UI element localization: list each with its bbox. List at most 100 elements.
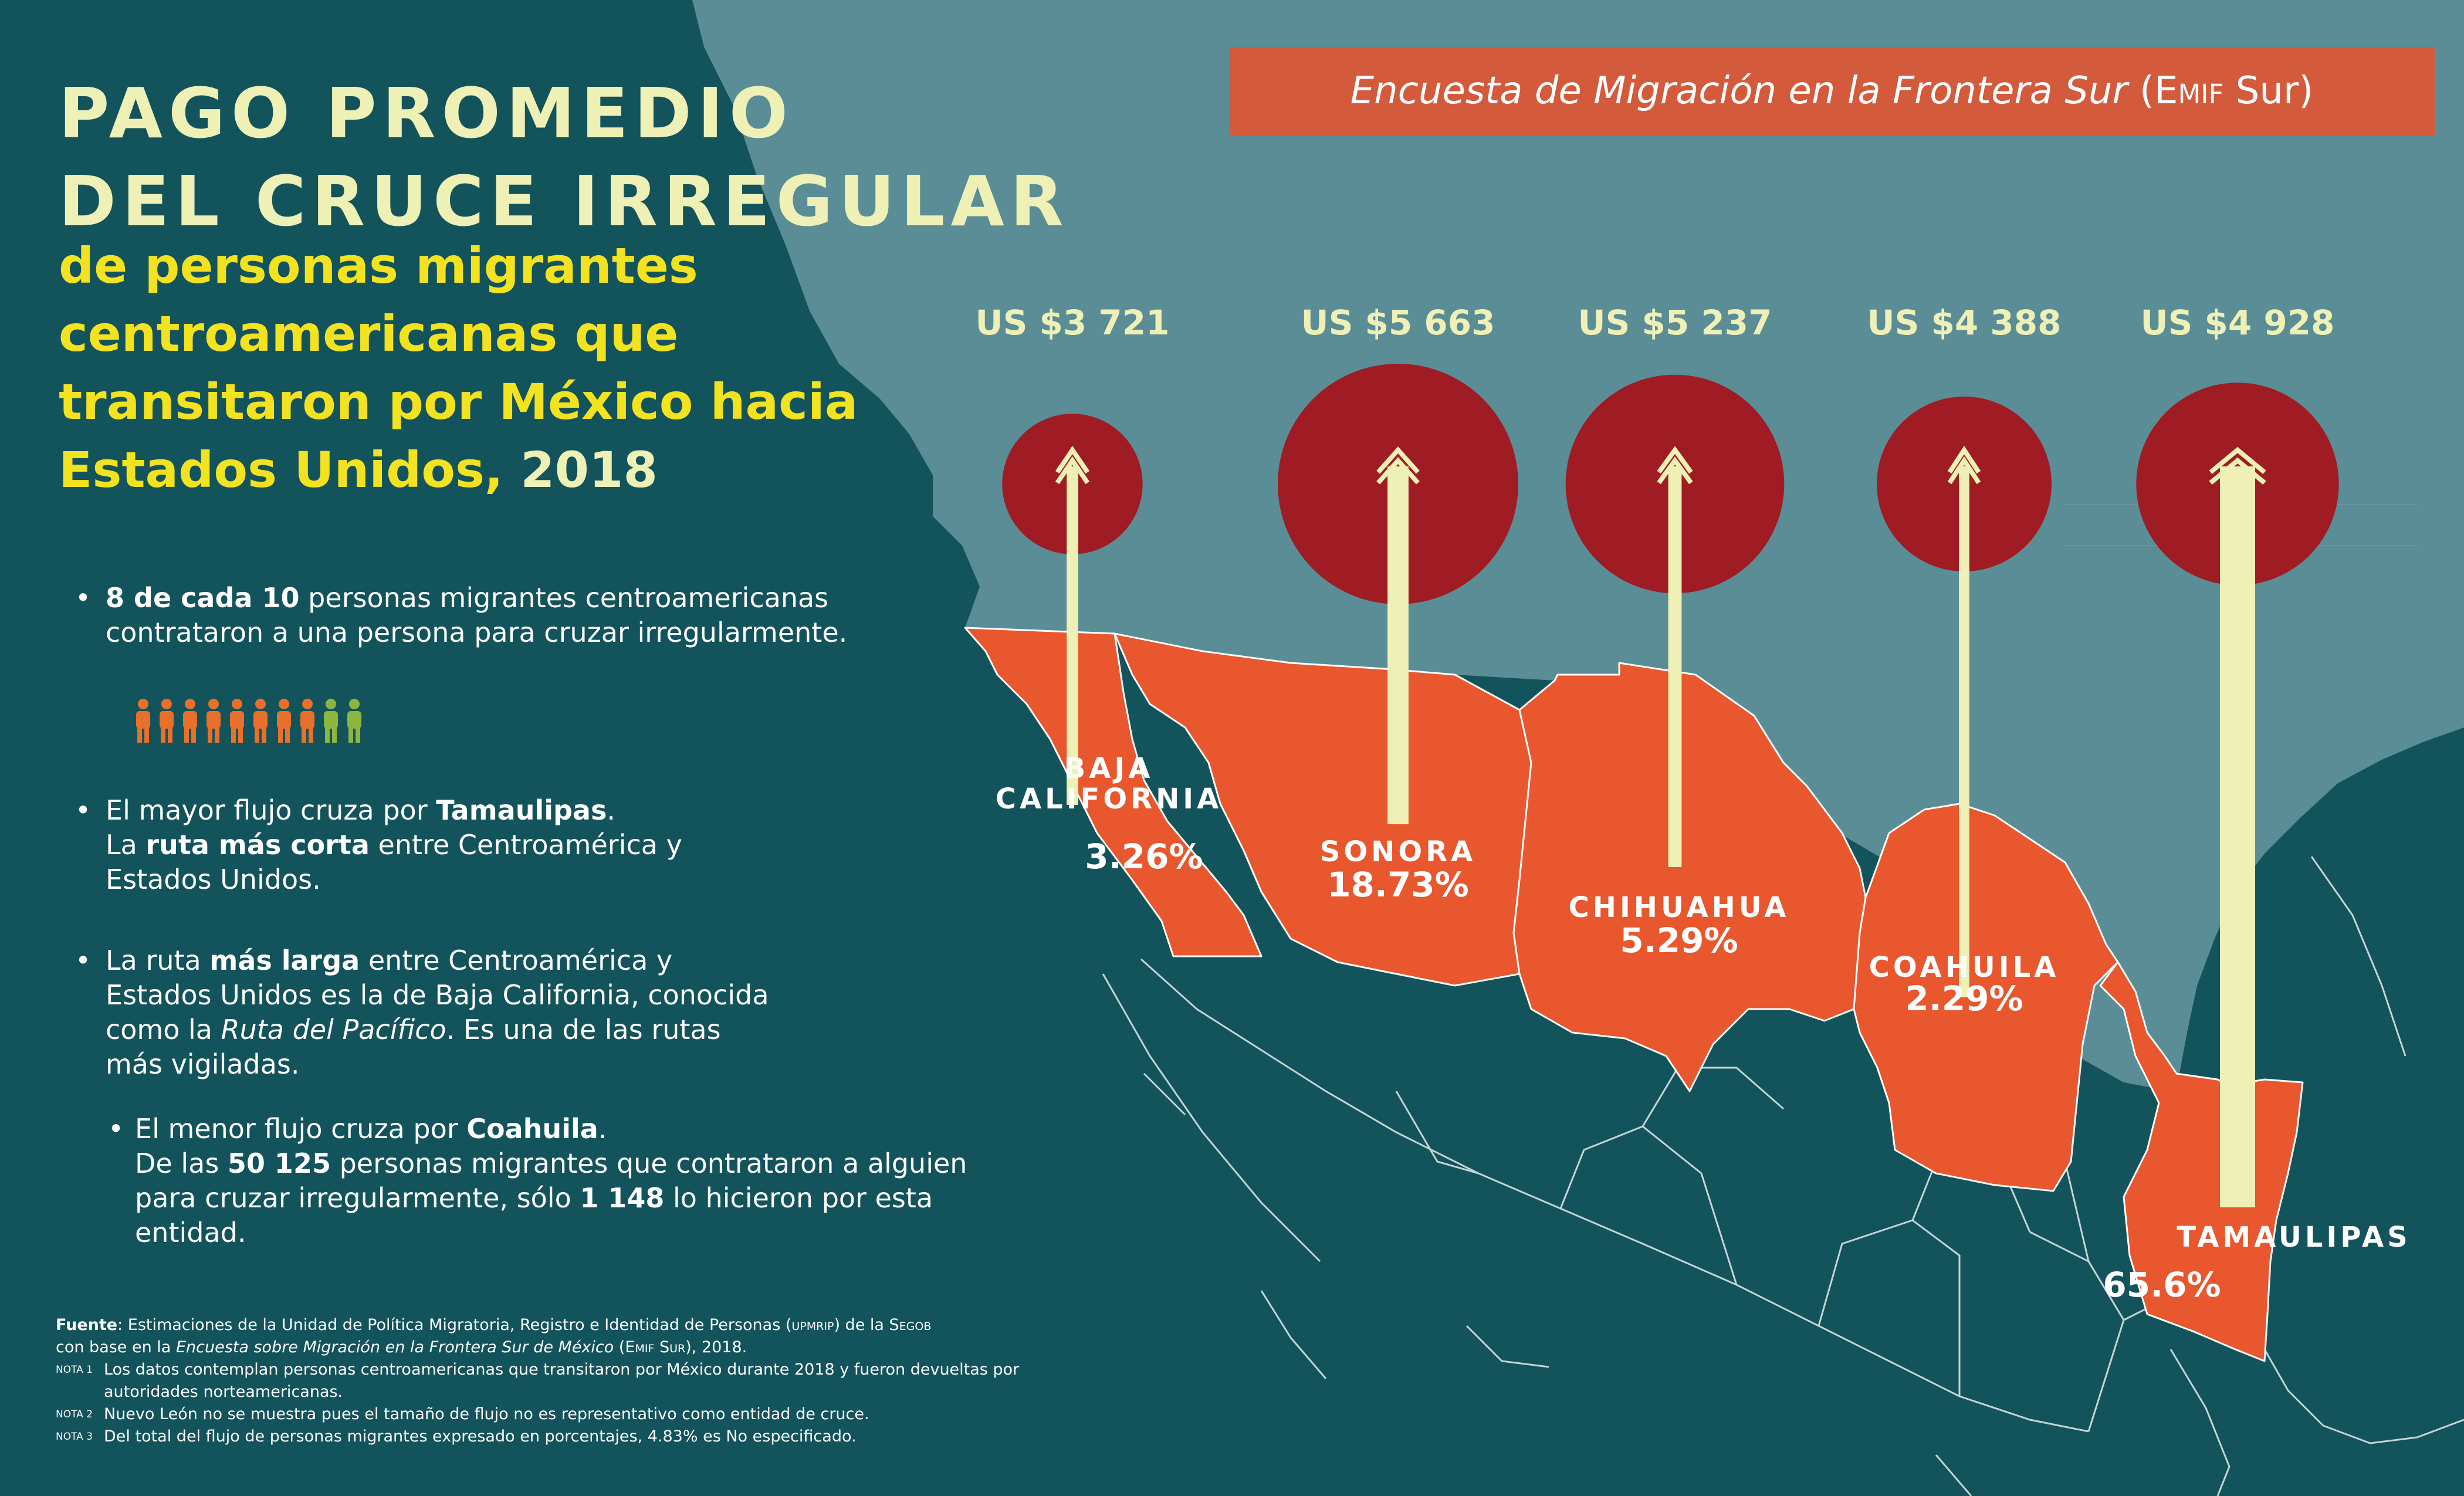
source-notes: Fuente: Estimaciones de la Unidad de Pol… <box>56 1314 1112 1448</box>
mexico-outline <box>1102 856 2464 1496</box>
bullet-4-text-4: personas migrantes que contrataron a alg… <box>135 1148 967 1214</box>
note-2-text: Nuevo León no se muestra pues el tamaño … <box>104 1405 869 1423</box>
source-abbr-3: Emif Sur <box>625 1338 686 1356</box>
flow-arrow-shaft <box>1959 466 1969 997</box>
subtitle: de personas migrantes centroamericanas q… <box>59 232 974 504</box>
bullet-4-text-3: De las <box>135 1148 219 1179</box>
flow-percent-label: 5.29% <box>1620 920 1738 960</box>
people-icons <box>136 699 361 743</box>
main-title: PAGO PROMEDIO DEL CRUCE IRREGULAR <box>59 69 1069 245</box>
bullet-4-bold-1: Coahuila <box>466 1113 598 1145</box>
flow-arrow-head <box>1055 456 1090 485</box>
person-icon <box>230 699 244 743</box>
banner-italic: Encuesta de Migración en la Frontera Sur <box>1350 69 2128 113</box>
person-icon <box>160 699 174 743</box>
payment-label: US $4 928 <box>2140 303 2334 343</box>
person-icon <box>207 699 221 743</box>
flow-percent-label: 2.29% <box>1905 979 2023 1018</box>
bullet-3: • La ruta más larga entre Centroamérica … <box>75 943 780 1082</box>
source-abbr-1: upmrip <box>791 1316 834 1334</box>
source-text-4: ( <box>618 1338 625 1356</box>
subtitle-year: 2018 <box>520 441 658 499</box>
bullet-4-text-2: . <box>598 1113 607 1145</box>
state-baja-california <box>964 627 1263 957</box>
person-icon <box>183 699 197 743</box>
flow-arrow-shaft <box>1387 466 1409 824</box>
bullet-1-bold: 8 de cada 10 <box>106 582 300 614</box>
bullet-1-text: personas migrantes centroamericanas cont… <box>106 582 848 648</box>
note-1-text: Los datos contemplan personas centroamer… <box>104 1360 1020 1401</box>
source-line: Fuente: Estimaciones de la Unidad de Pol… <box>56 1314 1112 1359</box>
bullet-4-bold-2: 50 125 <box>227 1148 331 1179</box>
state-tamaulipas <box>2099 961 2304 1362</box>
flow-arrow-head <box>1657 456 1693 485</box>
bullet-2-text-4: entre Centroamérica y Estados Unidos. <box>106 829 682 895</box>
bullet-3-text-3: . Es una de las rutas más vigiladas. <box>106 1014 721 1080</box>
flow-arrow-head <box>1947 456 1981 485</box>
note-3-text: Del total del flujo de personas migrante… <box>104 1427 857 1446</box>
note-2-label: NOTA 2 <box>56 1409 93 1420</box>
state-sonora <box>1113 632 1532 987</box>
title-line-2: DEL CRUCE IRREGULAR <box>59 161 1069 242</box>
state-label: BAJA <box>1064 752 1154 785</box>
state-label: CALIFORNIA <box>996 783 1223 815</box>
note-1-label: NOTA 1 <box>56 1364 93 1376</box>
bullet-3-bold: más larga <box>209 945 360 976</box>
flow-arrow-head <box>1376 446 1420 474</box>
source-text-1: : Estimaciones de la Unidad de Política … <box>117 1316 792 1334</box>
bullet-2-bold-1: Tamaulipas <box>436 794 607 826</box>
bullet-4-text-1: El menor flujo cruza por <box>135 1113 458 1145</box>
person-icon <box>277 699 291 743</box>
bullet-3-text-1: La ruta <box>106 945 201 976</box>
bullet-1: • 8 de cada 10 personas migrantes centro… <box>75 581 956 650</box>
bullet-dot: • <box>75 794 92 826</box>
source-text-2: ) de la <box>834 1316 884 1334</box>
source-abbr-2: Segob <box>889 1316 932 1334</box>
bullet-4: • El menor flujo cruza por Coahuila. De … <box>108 1112 968 1250</box>
bullet-2: • El mayor flujo cruza por Tamaulipas. L… <box>75 793 751 897</box>
bullet-dot: • <box>75 582 92 614</box>
person-icon <box>324 699 338 743</box>
bullet-2-text-3: La <box>106 829 137 861</box>
state-label: SONORA <box>1320 835 1476 868</box>
flow-arrow-shaft <box>1067 466 1078 805</box>
flow-arrow-shaft <box>2220 466 2255 1207</box>
bullet-4-text-5: lo hicieron por esta entidad. <box>135 1182 933 1248</box>
person-icon <box>253 699 268 743</box>
highlighted-states <box>964 627 2304 1362</box>
state-label: TAMAULIPAS <box>2177 1221 2411 1254</box>
source-label: Fuente <box>56 1316 118 1334</box>
source-italic: Encuesta sobre Migración en la Frontera … <box>175 1338 614 1356</box>
payment-label: US $3 721 <box>975 303 1169 343</box>
person-icon <box>300 699 314 743</box>
flow-arrow-head <box>2209 457 2266 485</box>
bubble-tamaulipas: US $4 928 TAMAULIPAS 65.6% <box>2103 303 2411 1305</box>
flow-arrow-head <box>1055 445 1090 474</box>
banner-open: ( <box>2140 69 2155 113</box>
bullet-2-bold-2: ruta más corta <box>145 829 370 861</box>
flow-arrow-head <box>2209 446 2266 475</box>
flow-percent-label: 65.6% <box>2103 1265 2221 1305</box>
flow-arrow-head <box>1947 445 1981 474</box>
bullet-2-text-1: El mayor flujo cruza por <box>106 794 428 826</box>
state-label: COAHUILA <box>1869 951 2060 984</box>
bullet-3-text-2: entre Centroamérica y Estados Unidos es … <box>106 945 769 1045</box>
bullet-4-bold-3: 1 148 <box>580 1182 665 1214</box>
title-line-1: PAGO PROMEDIO <box>59 73 794 154</box>
flow-percent-label: 3.26% <box>1085 837 1203 876</box>
flow-arrow-shaft <box>1668 466 1682 867</box>
payment-label: US $5 237 <box>1578 303 1772 343</box>
flow-arrow-head <box>1657 446 1693 474</box>
bullet-dot: • <box>75 945 92 976</box>
flow-percent-label: 18.73% <box>1327 865 1469 905</box>
banner-small-caps: Emif <box>2154 69 2224 113</box>
source-text-3: con base en la <box>56 1338 171 1356</box>
person-icon <box>136 699 150 743</box>
survey-banner: Encuesta de Migración en la Frontera Sur… <box>1229 47 2435 135</box>
